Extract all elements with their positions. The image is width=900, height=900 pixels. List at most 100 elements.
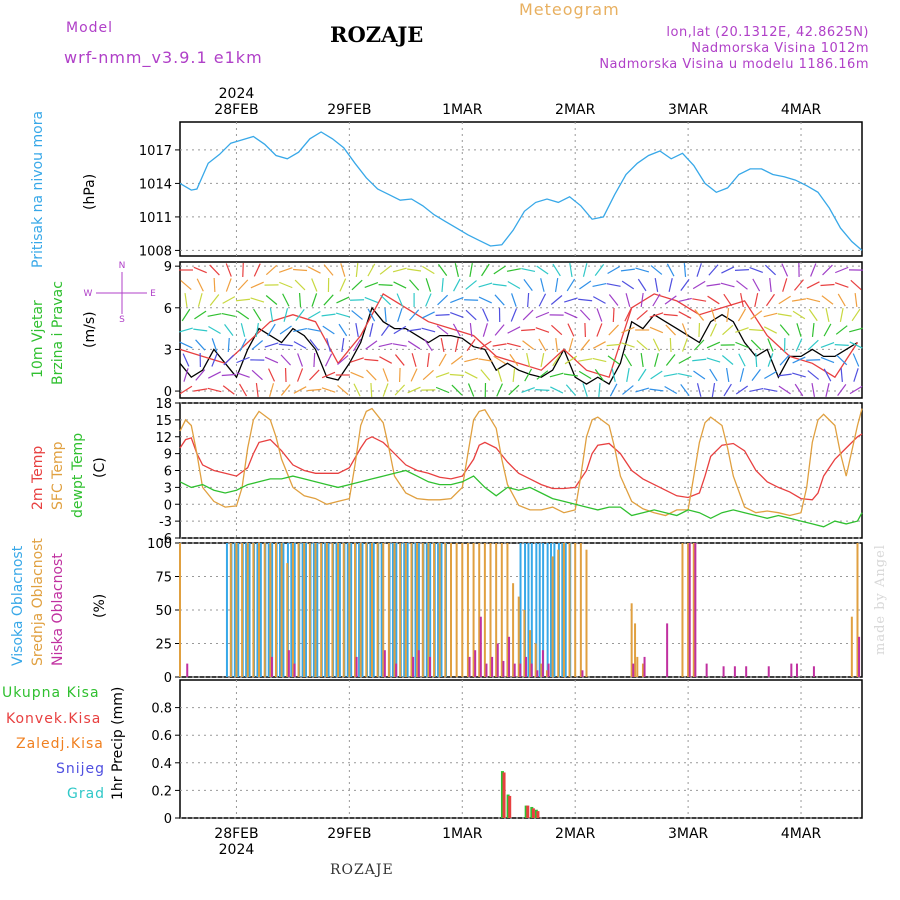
wind-arrow xyxy=(323,294,334,306)
wind-arrow xyxy=(521,267,536,273)
wind-arrow xyxy=(735,341,749,349)
x-tick-label-top: 28FEB xyxy=(214,102,258,118)
wind-arrow xyxy=(592,282,607,288)
bar xyxy=(256,543,259,677)
bar xyxy=(564,543,567,677)
bar xyxy=(479,616,482,677)
wind-arrow xyxy=(578,358,593,362)
bar xyxy=(393,543,396,677)
wind-arrow xyxy=(796,323,802,337)
bar xyxy=(324,543,327,677)
wind-arrow xyxy=(197,293,203,307)
bar xyxy=(414,543,417,677)
wind-arrow xyxy=(749,387,764,393)
wind-arrow xyxy=(665,324,676,336)
wind-arrow xyxy=(253,263,261,277)
sfc-temp-label: SFC Temp xyxy=(50,441,66,510)
wind-arrow xyxy=(235,298,251,302)
wind-arrow xyxy=(720,282,735,288)
wind-arrow xyxy=(264,356,279,364)
bar xyxy=(795,663,798,677)
bar xyxy=(365,543,368,677)
wind-arrow xyxy=(825,383,830,397)
bar xyxy=(733,666,736,677)
bar xyxy=(293,663,296,677)
wind-arrow xyxy=(527,292,530,308)
wind-arrow xyxy=(666,263,675,277)
bar xyxy=(248,543,251,677)
y-tick-label: 25 xyxy=(155,638,172,653)
bar xyxy=(534,643,537,677)
wind-arrow xyxy=(607,265,621,275)
bar xyxy=(346,543,349,677)
bar xyxy=(585,549,588,677)
wind-arrow xyxy=(723,383,732,397)
wind-arrow xyxy=(637,278,647,292)
wind-arrow xyxy=(735,385,749,395)
wind-arrow xyxy=(179,385,193,395)
bar xyxy=(568,543,571,677)
wind-arrow xyxy=(708,264,719,276)
wind-arrow xyxy=(481,308,489,322)
wind-arrow xyxy=(435,372,450,378)
panel-frame xyxy=(179,261,863,399)
bar xyxy=(529,630,532,677)
wind-arrow xyxy=(568,338,574,352)
wind-arrow xyxy=(754,293,759,307)
bar xyxy=(523,610,526,677)
wind-arrow xyxy=(811,383,816,397)
wind-arrow xyxy=(625,293,631,307)
wind-arrow xyxy=(840,367,843,383)
wind-arrow xyxy=(496,383,504,397)
wind-arrow xyxy=(640,352,644,368)
wind-arrow xyxy=(421,327,436,333)
wind-arrow xyxy=(792,310,806,320)
wind-arrow xyxy=(464,371,478,379)
wind-arrow xyxy=(834,282,849,288)
wind-arrow xyxy=(564,311,578,319)
wind-arrow xyxy=(791,298,806,302)
wind-arrow xyxy=(207,313,222,317)
y-tick-label: 0 xyxy=(164,671,172,686)
bar xyxy=(417,543,420,677)
wind-arrow xyxy=(422,265,435,275)
wind-arrow xyxy=(380,294,392,306)
wind-arrow xyxy=(422,369,434,381)
wind-arrow xyxy=(369,323,374,337)
x-tick-label-bottom: 28FEB xyxy=(214,826,258,842)
bar xyxy=(387,543,390,677)
bar xyxy=(372,543,375,677)
wind-arrow xyxy=(364,296,379,304)
wind-arrow xyxy=(370,382,373,398)
wind-arrow xyxy=(236,372,250,378)
wind-arrow xyxy=(351,310,363,320)
wind-arrow xyxy=(436,325,449,335)
wind-arrow xyxy=(565,384,576,396)
wind-arrow xyxy=(496,368,503,382)
wind-arrow xyxy=(378,342,393,348)
wind-arrow xyxy=(622,385,634,395)
y-tick-label: 50 xyxy=(155,604,172,619)
wind-arrow xyxy=(478,282,493,288)
wind-arrow xyxy=(394,384,406,396)
bar xyxy=(412,656,415,677)
wind-arrow xyxy=(382,383,389,397)
wind-arrow xyxy=(806,281,820,289)
bar xyxy=(376,543,379,677)
bar xyxy=(337,543,340,677)
bar xyxy=(508,636,511,677)
wind-arrow xyxy=(478,358,493,362)
wind-arrow xyxy=(351,279,363,291)
x-tick-label-bottom: 1MAR xyxy=(442,826,483,842)
wind-arrow xyxy=(437,263,448,277)
wind-arrow xyxy=(492,283,507,287)
bar xyxy=(527,543,530,677)
y-tick-label: 1008 xyxy=(139,244,172,259)
bar xyxy=(636,656,639,677)
wind-arrow xyxy=(435,314,450,316)
wind-arrow xyxy=(579,309,591,321)
bar xyxy=(483,543,486,677)
wind-arrow xyxy=(821,295,834,305)
wind-arrow xyxy=(250,297,265,303)
